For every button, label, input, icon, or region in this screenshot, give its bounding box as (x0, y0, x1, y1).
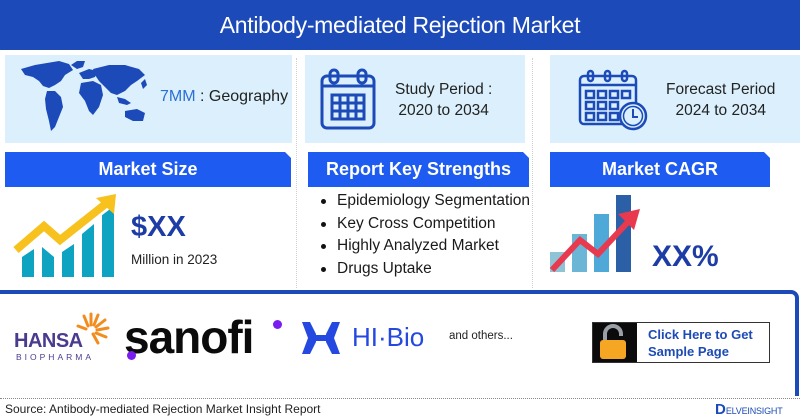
get-sample-page-button[interactable]: Click Here to Get Sample Page (592, 322, 770, 363)
footer-divider (0, 398, 800, 399)
delveinsight-logo: D ELVEINSIGHT (715, 402, 783, 417)
market-size-value: $XX (131, 211, 186, 243)
key-strengths-list: Epidemiology Segmentation Key Cross Comp… (318, 190, 530, 280)
world-map-icon (21, 61, 147, 131)
market-size-banner: Market Size (5, 152, 291, 187)
hibio-mark-icon (302, 322, 340, 354)
sunburst-icon (76, 312, 110, 345)
cagr-chart-icon (550, 195, 640, 272)
calendar-icon (320, 68, 376, 130)
column-divider (296, 58, 297, 288)
list-item: Epidemiology Segmentation (318, 190, 530, 213)
sanofi-name: sanofi (124, 311, 254, 363)
list-item: Highly Analyzed Market (318, 235, 530, 258)
column-divider (532, 58, 533, 288)
brand-initial: D (715, 401, 726, 418)
page-title: Antibody-mediated Rejection Market (0, 0, 800, 50)
market-cagr-banner: Market CAGR (550, 152, 770, 187)
unlock-icon (593, 323, 637, 362)
list-item: Key Cross Competition (318, 213, 530, 236)
companies-frame (0, 290, 799, 396)
sanofi-dot-icon (127, 351, 136, 360)
others-label: and others... (449, 330, 513, 342)
study-period-label: Study Period : 2020 to 2034 (395, 81, 493, 119)
market-size-caption: Million in 2023 (131, 252, 218, 267)
hansa-logo: HANSA BIOPHARMA (14, 312, 110, 362)
forecast-period-label: Forecast Period 2024 to 2034 (666, 81, 776, 119)
sanofi-dot-icon (273, 320, 282, 329)
hibio-name: HI·Bio (352, 322, 425, 352)
geography-label: 7MM : Geography (160, 88, 289, 105)
hansa-name: HANSA (14, 330, 83, 352)
forecast-period-box: Forecast Period 2024 to 2034 (550, 55, 800, 143)
sanofi-logo: sanofi (124, 311, 282, 363)
study-period-box: Study Period : 2020 to 2034 (305, 55, 525, 143)
market-cagr-value: XX% (652, 240, 719, 273)
list-item: Drugs Uptake (318, 258, 530, 281)
geography-box: 7MM : Geography (5, 55, 292, 143)
calendar-clock-icon (578, 69, 648, 131)
hansa-sub: BIOPHARMA (16, 352, 95, 362)
cta-label: Click Here to Get Sample Page (648, 327, 753, 359)
source-text: Source: Antibody-mediated Rejection Mark… (5, 402, 321, 416)
brand-name: ELVEINSIGHT (725, 406, 783, 416)
growth-chart-icon (12, 194, 116, 277)
key-strengths-banner: Report Key Strengths (308, 152, 529, 187)
